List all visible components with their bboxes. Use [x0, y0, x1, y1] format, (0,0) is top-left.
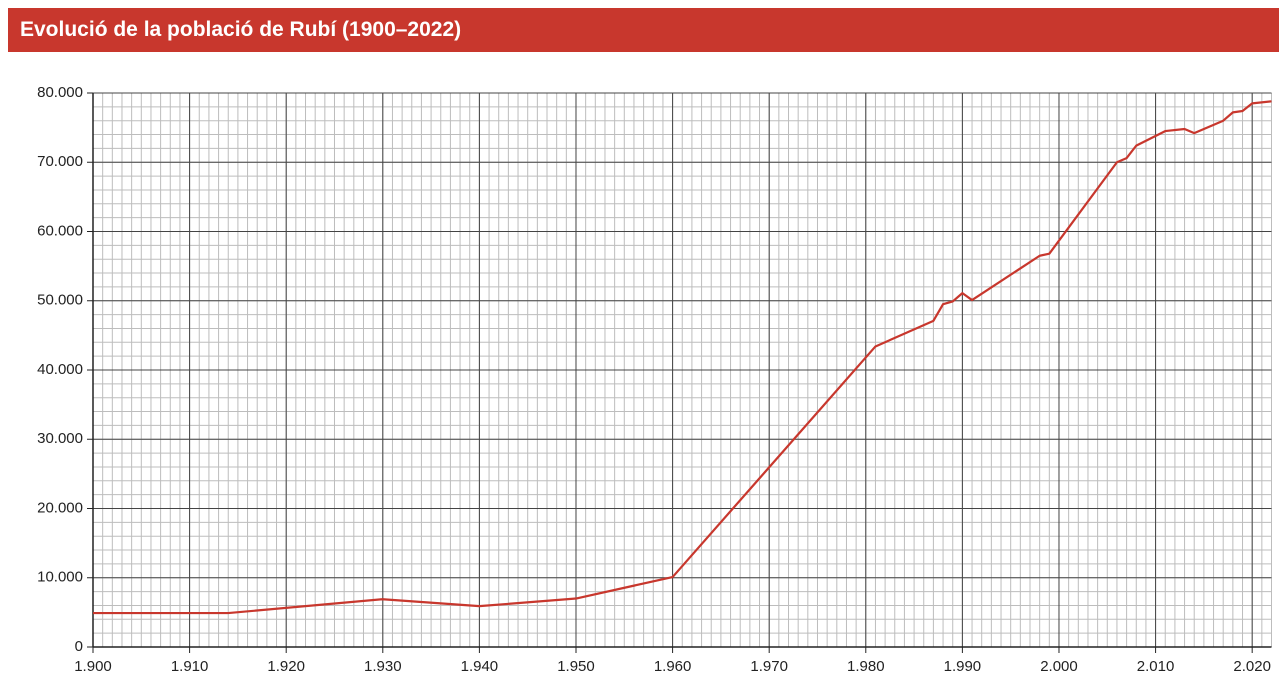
- line-series: [93, 100, 1272, 615]
- y-tick-label: 50.000: [37, 292, 83, 309]
- x-tick-label: 1.990: [944, 658, 982, 675]
- x-tick-label: 1.970: [750, 658, 788, 675]
- x-tick-label: 1.930: [364, 658, 402, 675]
- y-tick-label: 10.000: [37, 569, 83, 586]
- y-tick-label: 0: [75, 638, 83, 655]
- chart-title: Evolució de la població de Rubí (1900–20…: [8, 8, 1279, 52]
- y-tick-label: 60.000: [37, 222, 83, 239]
- y-tick-label: 40.000: [37, 361, 83, 378]
- x-tick-label: 2.020: [1233, 658, 1271, 675]
- y-tick-label: 30.000: [37, 430, 83, 447]
- x-tick-label: 1.910: [171, 658, 209, 675]
- x-tick-label: 1.960: [654, 658, 692, 675]
- y-tick-label: 20.000: [37, 499, 83, 516]
- y-tick-label: 80.000: [37, 84, 83, 101]
- x-tick-label: 1.920: [267, 658, 305, 675]
- x-tick-label: 1.900: [74, 658, 112, 675]
- x-tick-label: 2.010: [1137, 658, 1175, 675]
- x-tick-label: 1.950: [557, 658, 595, 675]
- x-tick-label: 1.980: [847, 658, 885, 675]
- y-tick-label: 70.000: [37, 153, 83, 170]
- x-tick-label: 1.940: [461, 658, 499, 675]
- x-tick-label: 2.000: [1040, 658, 1078, 675]
